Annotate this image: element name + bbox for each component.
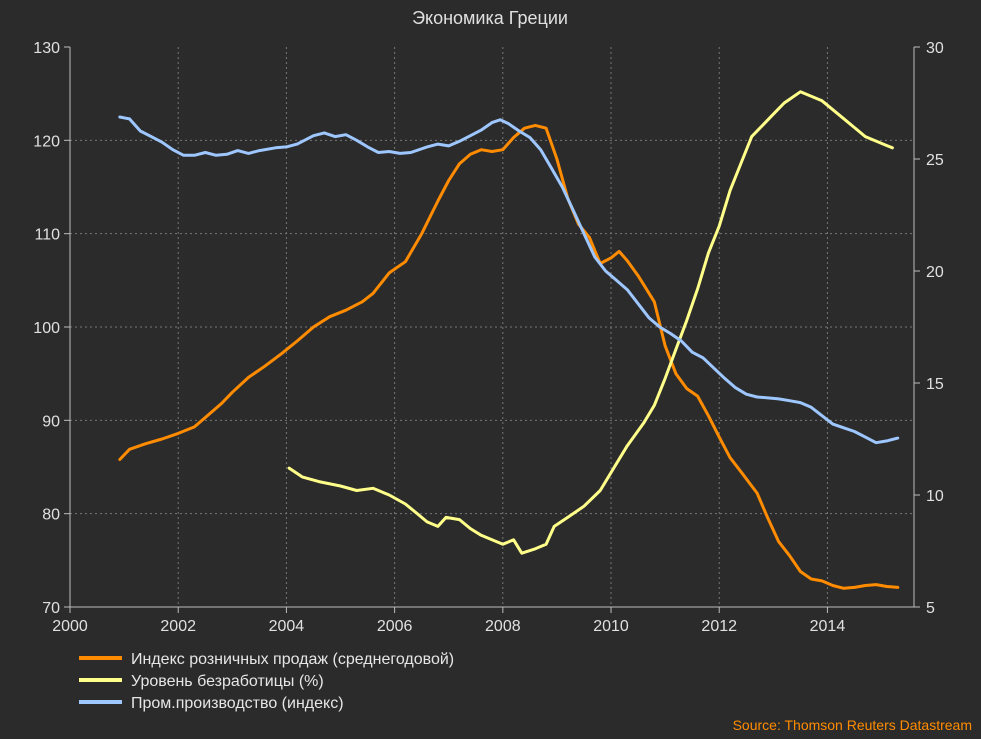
y-left-tick-label: 100: [33, 320, 60, 337]
x-tick-label: 2014: [810, 618, 846, 635]
y-left-tick-label: 110: [34, 227, 60, 244]
y-left-tick-label: 120: [33, 133, 60, 150]
x-tick-label: 2012: [701, 618, 737, 635]
chart-title: Экономика Греции: [412, 8, 568, 28]
legend-label-2: Пром.производство (индекс): [131, 695, 344, 712]
y-left-tick-label: 90: [42, 413, 60, 430]
y-right-tick-label: 10: [926, 488, 944, 505]
legend: Индекс розничных продаж (среднегодовой) У…: [79, 651, 454, 712]
x-tick-label: 2008: [485, 618, 521, 635]
axes: [64, 46, 920, 613]
x-tick-label: 2006: [377, 618, 413, 635]
legend-label-0: Индекс розничных продаж (среднегодовой): [131, 651, 454, 668]
x-tick-label: 2002: [160, 618, 196, 635]
y-right-tick-label: 20: [926, 264, 944, 281]
x-tick-label: 2004: [269, 618, 305, 635]
source-label: Source: Thomson Reuters Datastream: [733, 717, 972, 733]
y-left-tick-label: 80: [42, 507, 60, 524]
series-lines: [118, 90, 900, 590]
series-line-1: [287, 90, 894, 555]
y-right-tick-label: 30: [926, 40, 944, 57]
series-line-0: [118, 123, 900, 590]
x-tick-label: 2010: [593, 618, 629, 635]
y-left-tick-label: 70: [42, 600, 60, 617]
x-tick-label: 2000: [52, 618, 88, 635]
series-line-2: [118, 115, 900, 445]
tick-labels: 2000 2002 2004 2006 2008 2010 2012 201470809010…: [33, 40, 944, 635]
grid: [70, 47, 914, 607]
y-right-tick-label: 25: [926, 152, 944, 169]
legend-label-1: Уровень безработицы (%): [131, 673, 324, 690]
y-right-tick-label: 5: [926, 600, 935, 617]
y-left-tick-label: 130: [33, 40, 60, 57]
y-right-tick-label: 15: [926, 376, 944, 393]
